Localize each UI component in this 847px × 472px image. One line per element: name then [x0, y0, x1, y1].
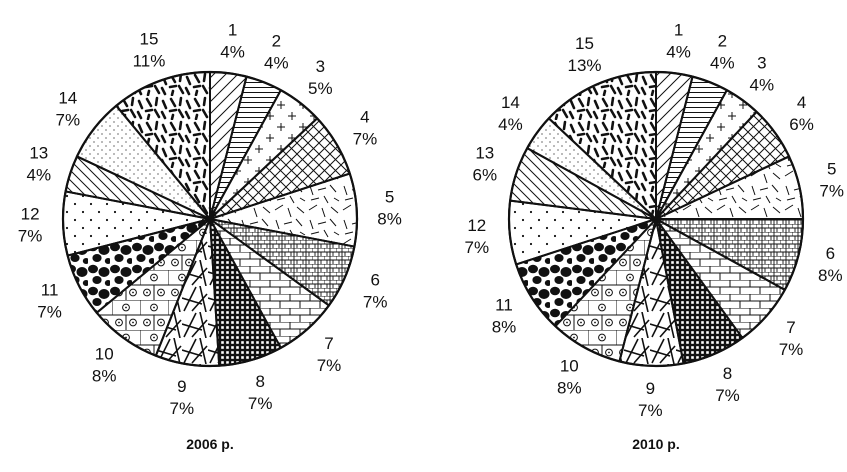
slice-category: 12 — [467, 216, 486, 235]
slice-category: 4 — [360, 107, 369, 126]
slice-label-5: 5 7% — [819, 160, 844, 201]
slice-label-6: 6 8% — [818, 244, 843, 285]
slice-label-9: 9 7% — [170, 377, 195, 418]
slice-percent: 4% — [666, 42, 691, 61]
slice-label-10: 10 8% — [557, 357, 582, 398]
slice-category: 11 — [41, 281, 59, 300]
slice-category: 5 — [827, 160, 836, 179]
slice-percent: 7% — [779, 340, 804, 359]
slice-category: 9 — [646, 379, 655, 398]
slice-category: 13 — [29, 143, 48, 162]
slice-percent: 7% — [638, 401, 663, 420]
pie-chart-2010: 1 4%2 4% 3 4%4 6%5 7%6 8%7 7%8 7%9 7%10 8%11 8%12 7%1… — [465, 20, 844, 420]
slice-label-10: 10 8% — [92, 345, 117, 386]
slice-category: 11 — [495, 295, 513, 314]
slice-category: 10 — [95, 345, 114, 364]
slice-label-15: 15 13% — [567, 34, 601, 75]
slice-percent: 7% — [56, 111, 81, 130]
slice-percent: 4% — [710, 54, 735, 73]
pie-outline — [507, 70, 805, 368]
slice-category: 15 — [575, 34, 594, 53]
slice-label-1: 1 4% — [220, 20, 245, 61]
slice-category: 4 — [797, 93, 806, 112]
slice-percent: 7% — [363, 293, 388, 312]
slice-percent: 7% — [715, 386, 740, 405]
slice-category: 9 — [177, 377, 186, 396]
chart-title-2006: 2006 р. — [186, 436, 233, 452]
slice-label-13: 13 6% — [473, 143, 498, 184]
slice-category: 14 — [501, 93, 520, 112]
slice-label-7: 7 7% — [317, 334, 342, 375]
pie-chart-2006: 1 4%2 4% 3 5%4 7%5 8%6 7%7 7%8 7%9 7%10 8%11 7%12 7%1… — [18, 20, 402, 417]
slice-percent: 4% — [27, 165, 52, 184]
slice-category: 2 — [272, 32, 281, 51]
slice-percent: 7% — [353, 129, 378, 148]
slice-percent: 7% — [465, 238, 490, 257]
slice-percent: 8% — [492, 317, 517, 336]
slice-label-3: 3 4% — [750, 53, 775, 94]
slice-category: 3 — [316, 57, 325, 76]
slice-category: 6 — [370, 271, 379, 290]
slice-category: 10 — [560, 357, 579, 376]
slice-label-12: 12 7% — [465, 216, 490, 257]
slice-percent: 7% — [317, 356, 342, 375]
slice-category: 5 — [385, 188, 394, 207]
slice-percent: 7% — [248, 394, 273, 413]
slice-category: 6 — [826, 244, 835, 263]
slice-label-8: 8 7% — [248, 372, 273, 413]
slice-label-11: 11 7% — [37, 281, 62, 322]
slice-label-4: 4 7% — [353, 107, 378, 148]
slice-label-8: 8 7% — [715, 364, 740, 405]
slice-percent: 4% — [220, 42, 245, 61]
slice-percent: 8% — [377, 210, 402, 229]
chart-title-2010: 2010 р. — [632, 436, 679, 452]
slice-percent: 4% — [498, 115, 523, 134]
slice-label-2: 2 4% — [710, 32, 735, 73]
slice-label-15: 15 11% — [133, 30, 166, 71]
slice-category: 15 — [140, 30, 159, 49]
slice-category: 13 — [475, 143, 494, 162]
slice-category: 1 — [228, 20, 237, 39]
slice-percent: 7% — [18, 227, 43, 246]
slice-category: 2 — [718, 32, 727, 51]
slice-category: 7 — [324, 334, 333, 353]
slice-category: 14 — [58, 89, 77, 108]
slice-label-2: 2 4% — [264, 32, 289, 73]
slice-label-14: 14 7% — [56, 89, 81, 130]
slice-label-7: 7 7% — [779, 318, 804, 359]
slice-percent: 7% — [37, 303, 62, 322]
slice-percent: 6% — [473, 165, 498, 184]
slice-percent: 8% — [557, 379, 582, 398]
slice-category: 3 — [757, 53, 766, 72]
slice-percent: 7% — [819, 182, 844, 201]
slice-label-4: 4 6% — [789, 93, 814, 134]
slice-percent: 6% — [789, 115, 814, 134]
slice-percent: 13% — [567, 56, 601, 75]
slice-category: 7 — [786, 318, 795, 337]
slice-percent: 8% — [92, 367, 117, 386]
slice-category: 1 — [674, 20, 683, 39]
slice-percent: 4% — [750, 75, 775, 94]
slice-label-9: 9 7% — [638, 379, 663, 420]
slice-percent: 8% — [818, 266, 843, 285]
slice-label-11: 11 8% — [492, 295, 517, 336]
pie-outline — [61, 70, 359, 368]
slice-category: 8 — [255, 372, 264, 391]
slice-percent: 7% — [170, 399, 195, 418]
slice-label-5: 5 8% — [377, 188, 402, 229]
slice-percent: 5% — [308, 79, 333, 98]
slice-category: 8 — [723, 364, 732, 383]
slice-label-13: 13 4% — [27, 143, 52, 184]
slice-percent: 11% — [133, 52, 166, 71]
slice-label-12: 12 7% — [18, 205, 43, 246]
slice-label-14: 14 4% — [498, 93, 523, 134]
slice-label-3: 3 5% — [308, 57, 333, 98]
slice-label-6: 6 7% — [363, 271, 388, 312]
slice-category: 12 — [21, 205, 40, 224]
slice-percent: 4% — [264, 54, 289, 73]
slice-label-1: 1 4% — [666, 20, 691, 61]
